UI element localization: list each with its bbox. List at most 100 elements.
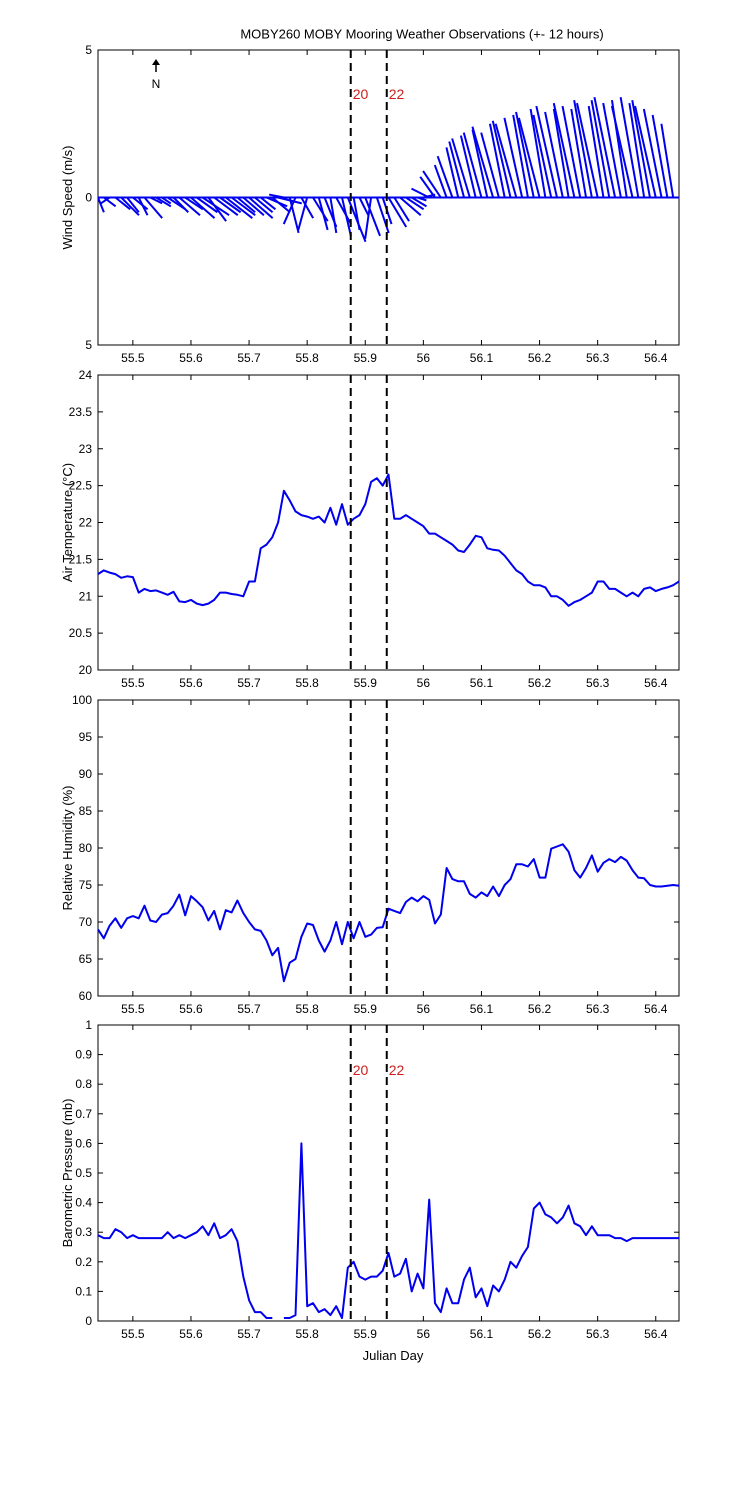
y-tick-label: 23 (79, 442, 93, 456)
wind-vector (451, 138, 471, 198)
y-tick-label: 65 (79, 952, 93, 966)
wind-vector (651, 114, 669, 198)
y-tick-label: 5 (85, 43, 92, 57)
x-tick-label: 55.7 (237, 1327, 261, 1341)
y-tick-label: 0.9 (75, 1048, 92, 1062)
x-tick-label: 56.3 (586, 351, 610, 365)
wind-vector (480, 132, 500, 198)
wind-vector (248, 196, 274, 219)
wind-vector (552, 108, 570, 198)
wind-vector (352, 197, 361, 231)
x-tick-label: 55.8 (295, 351, 319, 365)
wind-vector (642, 108, 663, 198)
wind-vector (126, 196, 140, 213)
wind-vector (317, 197, 329, 231)
wind-vector (260, 196, 277, 211)
wind-vector (288, 197, 300, 234)
y-tick-label: 20.5 (69, 626, 93, 640)
wind-vector (419, 176, 436, 199)
series-line (98, 473, 679, 607)
wind-vector (411, 196, 428, 208)
x-tick-label: 55.7 (237, 351, 261, 365)
wind-vector (590, 99, 611, 198)
wind-vector (213, 196, 239, 216)
wind-vector (422, 170, 442, 199)
y-axis-label: Relative Humidity (%) (60, 786, 75, 911)
wind-vector (155, 196, 172, 208)
y-tick-label: 85 (79, 804, 93, 818)
y-tick-label: 0.5 (75, 1166, 92, 1180)
y-tick-label: 23.5 (69, 405, 93, 419)
wind-vector (532, 114, 553, 198)
x-tick-label: 56.1 (470, 1327, 494, 1341)
wind-vector (190, 196, 216, 219)
time-marker-label: 20 (353, 1062, 369, 1078)
panel-pressure: 55.5 55.6 55.7 55.8 55.9 56 56.1 56.2 56.3 56.4 0 0… (60, 1018, 680, 1341)
wind-vector (100, 196, 111, 205)
time-marker-label: 22 (389, 86, 405, 102)
y-tick-label: 0.7 (75, 1107, 92, 1121)
wind-vector (268, 193, 285, 199)
wind-vector (535, 105, 558, 198)
y-tick-label: 22.5 (69, 479, 93, 493)
x-tick-label: 56.4 (644, 1327, 668, 1341)
x-tick-label: 55.6 (179, 351, 203, 365)
wind-vector (225, 196, 253, 219)
wind-vector (436, 155, 454, 198)
wind-vector (231, 196, 256, 216)
y-tick-label: 22 (79, 516, 93, 530)
y-tick-label: 1 (85, 1018, 92, 1032)
wind-vector (236, 196, 256, 214)
wind-vector (184, 196, 204, 211)
wind-vector (312, 196, 329, 222)
wind-vector (143, 196, 163, 219)
north-label: N (152, 77, 161, 91)
wind-vector (573, 99, 593, 198)
x-tick-label: 55.5 (121, 1327, 145, 1341)
axes-box (97, 699, 680, 997)
wind-vector (494, 123, 518, 198)
wind-vector (219, 196, 242, 214)
north-arrowhead-icon (152, 59, 160, 65)
x-tick-label: 55.9 (354, 676, 378, 690)
y-tick-label: 0.4 (75, 1196, 92, 1210)
y-tick-label: 100 (72, 693, 92, 707)
wind-vector (417, 196, 427, 202)
y-tick-label: 95 (79, 730, 93, 744)
x-tick-label: 55.7 (237, 676, 261, 690)
x-tick-label: 56.2 (528, 676, 552, 690)
y-tick-label: 5 (85, 338, 92, 352)
y-tick-label: 80 (79, 841, 93, 855)
wind-vector (149, 196, 163, 205)
wind-vector (462, 132, 483, 198)
series-line (98, 1142, 679, 1319)
wind-vector (602, 102, 622, 198)
y-tick-label: 21.5 (69, 552, 93, 566)
x-tick-label: 55.8 (295, 1327, 319, 1341)
y-tick-label: 0.1 (75, 1284, 92, 1298)
wind-vector (271, 196, 291, 214)
wind-vector (471, 129, 489, 198)
data-layer (98, 96, 679, 243)
wind-vector (341, 197, 352, 237)
wind-vector (631, 99, 651, 198)
data-layer (98, 473, 679, 607)
y-tick-label: 60 (79, 989, 93, 1003)
axes-box (97, 374, 680, 671)
x-tick-label: 56.1 (470, 351, 494, 365)
x-tick-label: 55.9 (354, 351, 378, 365)
y-axis-label: Air Temperature (°C) (60, 463, 75, 582)
y-tick-label: 90 (79, 767, 93, 781)
chart-title: MOBY260 MOBY Mooring Weather Observation… (240, 27, 603, 42)
wind-vector (593, 96, 617, 198)
x-tick-label: 55.8 (295, 1002, 319, 1016)
wind-vector (114, 196, 131, 211)
panels: 55.5 55.6 55.7 55.8 55.9 56 56.1 56.2 56.3 56.4 5 0… (60, 43, 680, 1341)
x-tick-label: 55.7 (237, 1002, 261, 1016)
y-tick-label: 21 (79, 589, 93, 603)
time-marker-label: 22 (389, 1062, 405, 1078)
y-tick-label: 0 (85, 191, 92, 205)
y-tick-label: 0.3 (75, 1225, 92, 1239)
y-axis-label: Wind Speed (m/s) (60, 145, 75, 249)
wind-vector (445, 147, 460, 198)
